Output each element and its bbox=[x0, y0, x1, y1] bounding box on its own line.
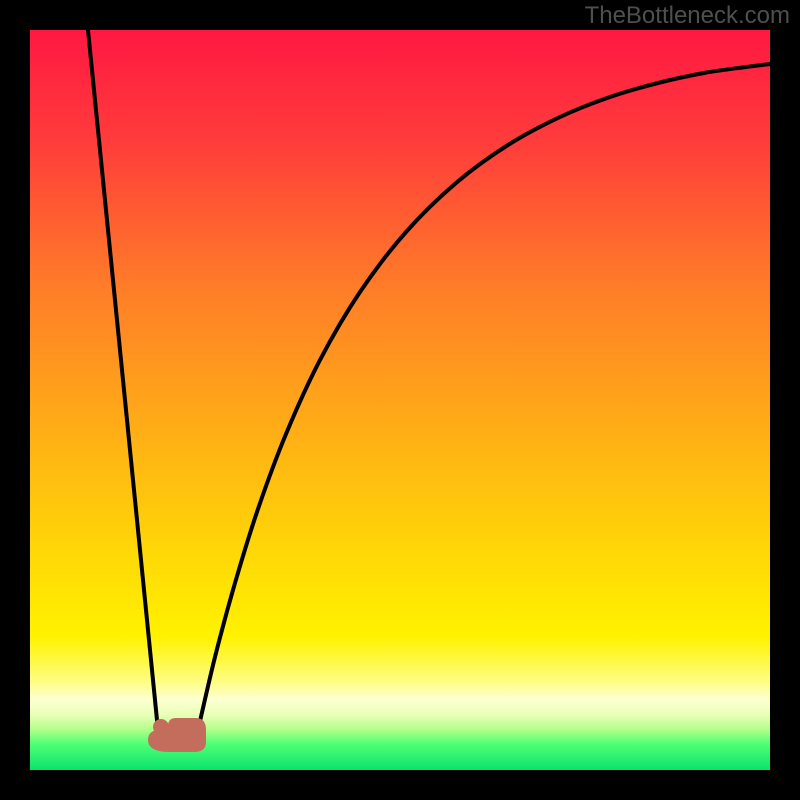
curve-svg bbox=[30, 30, 770, 770]
attribution-watermark: TheBottleneck.com bbox=[585, 2, 790, 30]
gradient-background bbox=[30, 30, 770, 770]
figure-root: TheBottleneck.com bbox=[0, 0, 800, 800]
trough-dot bbox=[153, 719, 169, 735]
plot-area bbox=[30, 30, 770, 770]
